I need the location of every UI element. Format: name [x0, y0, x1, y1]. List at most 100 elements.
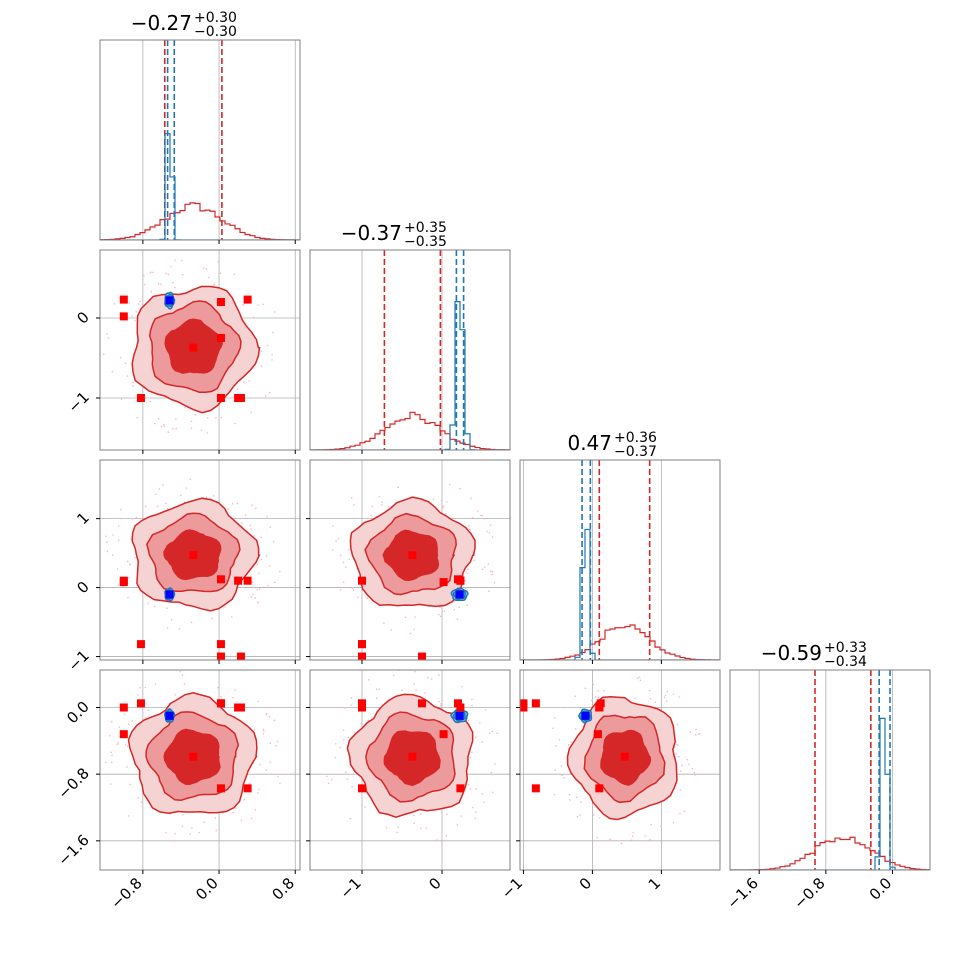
scatter-point [206, 432, 209, 434]
x-tick-label: 0 [425, 874, 444, 893]
scatter-point [466, 572, 468, 574]
panel-title-value: −0.27 [131, 11, 192, 35]
scatter-point [413, 683, 416, 685]
scatter-point [108, 734, 111, 737]
scatter-point [240, 522, 243, 524]
marker-extra [136, 394, 145, 402]
scatter-point [249, 524, 252, 527]
scatter-point [327, 782, 330, 785]
scatter-point [190, 420, 193, 423]
scatter-point [339, 746, 342, 749]
scatter-point [442, 507, 444, 509]
scatter-point [469, 788, 472, 790]
scatter-point [136, 416, 139, 419]
scatter-point [260, 558, 263, 561]
scatter-point [649, 839, 651, 841]
scatter-point [342, 561, 345, 564]
scatter-point [471, 806, 474, 809]
panel-title-plus: +0.36 [614, 430, 657, 446]
scatter-point [255, 507, 257, 510]
panel-2-2: 0.47 +0.36−0.37 [519, 430, 721, 664]
scatter-point [174, 832, 177, 835]
scatter-point [492, 791, 494, 794]
panel-frame [309, 669, 511, 871]
scatter-point [232, 812, 234, 814]
scatter-point [488, 732, 491, 735]
scatter-point [266, 515, 268, 518]
marker-extra [595, 703, 604, 712]
scatter-point [181, 814, 184, 816]
scatter-point [337, 537, 340, 540]
scatter-point [170, 265, 173, 268]
scatter-point [366, 597, 369, 600]
marker-secondary [455, 711, 464, 720]
scatter-point [272, 540, 275, 543]
scatter-point [277, 776, 279, 778]
scatter-point [466, 604, 468, 606]
scatter-point [126, 766, 128, 768]
panel-inner [100, 40, 300, 240]
y-tick-label: −1 [64, 647, 92, 675]
scatter-point [357, 596, 359, 599]
scatter-point [420, 827, 422, 830]
scatter-point [491, 730, 493, 733]
panel-inner [310, 460, 510, 660]
scatter-point [390, 629, 393, 631]
scatter-point [131, 315, 134, 317]
scatter-point [111, 754, 113, 757]
scatter-point [475, 811, 477, 813]
scatter-point [266, 344, 269, 347]
scatter-point [156, 505, 159, 508]
marker-extra [119, 312, 128, 321]
scatter-point [215, 416, 217, 419]
scatter-point [265, 713, 268, 716]
marker-extra [520, 703, 528, 712]
scatter-point [173, 840, 176, 842]
scatter-point [175, 427, 177, 430]
scatter-point [490, 570, 492, 572]
marker-extra [454, 699, 462, 708]
scatter-point [214, 817, 217, 819]
scatter-point [213, 283, 216, 285]
scatter-point [560, 765, 563, 767]
marker-extra [216, 394, 225, 402]
scatter-point [116, 743, 119, 746]
scatter-point [688, 763, 690, 766]
scatter-point [471, 698, 473, 701]
scatter-point [179, 670, 182, 673]
marker-extra [596, 699, 605, 708]
panel-title-plus: +0.33 [824, 640, 867, 656]
scatter-point [126, 745, 129, 747]
scatter-point [149, 271, 152, 274]
marker-extra [358, 699, 366, 708]
scatter-point [638, 676, 641, 679]
scatter-point [467, 783, 470, 786]
scatter-point [157, 282, 160, 285]
scatter-point [383, 622, 385, 624]
scatter-point [250, 596, 253, 598]
scatter-point [232, 696, 234, 699]
scatter-point [217, 260, 220, 263]
marker-extra [119, 730, 128, 739]
scatter-point [397, 826, 399, 829]
scatter-point [137, 303, 140, 305]
scatter-point [117, 525, 120, 527]
scatter-point [162, 484, 164, 486]
scatter-point [139, 300, 141, 303]
scatter-point [235, 807, 237, 809]
panel-inner [520, 460, 720, 660]
scatter-point [477, 510, 479, 512]
scatter-point [117, 539, 120, 541]
scatter-point [269, 526, 272, 528]
scatter-point [219, 272, 222, 274]
marker-extra [236, 652, 245, 660]
scatter-point [467, 568, 469, 570]
panel-3-2: −1 0 1 [498, 669, 721, 902]
histogram-primary [520, 624, 720, 660]
scatter-point [345, 566, 347, 568]
scatter-point [474, 817, 477, 820]
scatter-point [211, 617, 213, 620]
scatter-point [107, 337, 110, 339]
panel-inner [310, 250, 510, 450]
